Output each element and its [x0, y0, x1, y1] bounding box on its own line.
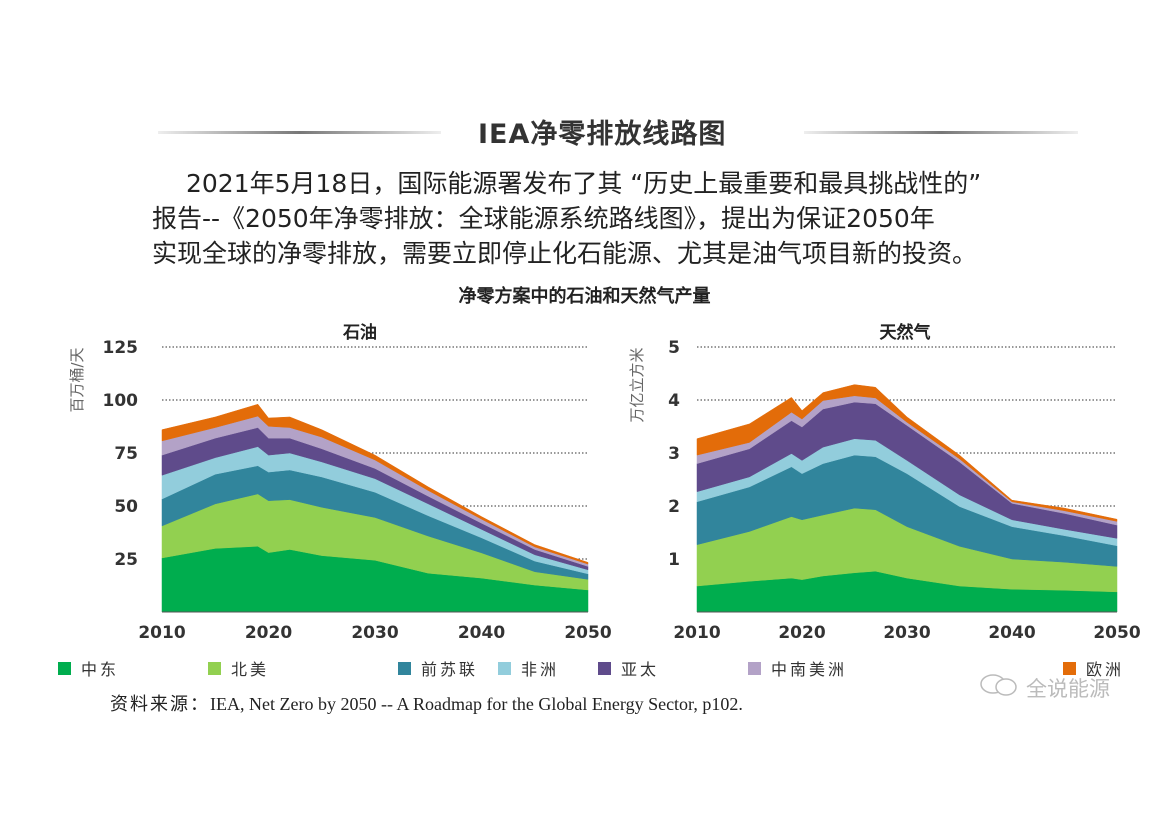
legend-swatch — [58, 661, 71, 675]
oil-y-axis-label: 百万桶/天 — [68, 347, 86, 412]
legend-label: 中南美洲 — [771, 660, 848, 679]
y-tick-label: 5 — [668, 338, 680, 358]
y-tick-label: 1 — [668, 550, 680, 570]
y-tick-label: 125 — [103, 338, 139, 358]
watermark-text: 全说能源 — [1026, 676, 1110, 701]
paragraph-line: 2021年5月18日，国际能源署发布了其 “历史上最重要和最具挑战性的” — [186, 169, 982, 198]
y-tick-label: 2 — [668, 497, 680, 517]
gas-chart-title: 天然气 — [880, 322, 931, 343]
oil-chart: 石油 百万桶/天 25 50 75 100 125 2010 2020 2030 2040 205… — [68, 322, 612, 643]
watermark: 全说能源 — [978, 672, 1110, 703]
source-note: 资料来源：IEA, Net Zero by 2050 -- A Roadmap … — [110, 690, 743, 716]
gas-chart: 天然气 万亿立方米 1 2 3 4 5 2010 2020 2030 2040 2050 — [628, 322, 1141, 643]
legend-item: 前苏联 — [398, 656, 478, 680]
y-tick-label: 75 — [114, 444, 138, 464]
y-tick-label: 3 — [668, 444, 680, 464]
legend-label: 中东 — [81, 660, 120, 679]
wechat-icon — [978, 672, 1022, 703]
area-series-7 — [161, 403, 589, 565]
x-tick-label: 2040 — [458, 623, 505, 643]
legend-swatch — [208, 661, 221, 675]
x-tick-label: 2010 — [138, 623, 185, 643]
legend-swatch — [398, 661, 411, 675]
legend-swatch — [748, 661, 761, 675]
legend-item: 中南美洲 — [748, 656, 847, 680]
legend-label: 非洲 — [521, 660, 560, 679]
header-divider-left — [158, 131, 441, 134]
header-divider-right — [804, 131, 1078, 134]
legend-item: 欧洲 — [1063, 656, 1124, 680]
paragraph-line: 实现全球的净零排放，需要立即停止化石能源、尤其是油气项目新的投资。 — [152, 239, 978, 268]
legend-label: 亚太 — [621, 660, 660, 679]
y-tick-label: 4 — [668, 391, 680, 411]
source-prefix: 资料来源： — [110, 694, 210, 714]
legend-label: 北美 — [231, 660, 270, 679]
x-tick-label: 2050 — [564, 623, 611, 643]
legend-swatch — [498, 661, 511, 675]
intro-paragraph: 2021年5月18日，国际能源署发布了其 “历史上最重要和最具挑战性的” 报告-… — [152, 166, 1052, 271]
area-series-7 — [696, 384, 1118, 522]
source-text: IEA, Net Zero by 2050 -- A Roadmap for t… — [210, 694, 743, 714]
x-tick-label: 2050 — [1093, 623, 1140, 643]
y-tick-label: 25 — [114, 550, 138, 570]
figure-title: 净零方案中的石油和天然气产量 — [458, 286, 711, 307]
slide-title: IEA净零排放线路图 — [478, 119, 727, 150]
x-tick-label: 2010 — [673, 623, 720, 643]
legend-item: 亚太 — [598, 656, 659, 680]
legend-label: 前苏联 — [421, 660, 479, 679]
legend-item: 北美 — [208, 656, 269, 680]
oil-chart-title: 石油 — [342, 322, 377, 343]
legend-item: 中东 — [58, 656, 119, 680]
x-tick-label: 2030 — [351, 623, 398, 643]
legend: 中东 北美 前苏联 非洲 亚太 中南美洲 欧洲 — [58, 656, 1148, 680]
x-tick-label: 2020 — [778, 623, 825, 643]
x-tick-label: 2040 — [988, 623, 1035, 643]
y-tick-label: 50 — [114, 497, 138, 517]
legend-swatch — [598, 661, 611, 675]
legend-item: 非洲 — [498, 656, 559, 680]
paragraph-line: 报告--《2050年净零排放：全球能源系统路线图》，提出为保证2050年 — [152, 204, 935, 233]
legend-swatch — [1063, 661, 1076, 675]
x-tick-label: 2030 — [883, 623, 930, 643]
gas-y-axis-label: 万亿立方米 — [628, 347, 646, 422]
legend-label: 欧洲 — [1086, 660, 1125, 679]
x-tick-label: 2020 — [245, 623, 292, 643]
y-tick-label: 100 — [103, 391, 139, 411]
